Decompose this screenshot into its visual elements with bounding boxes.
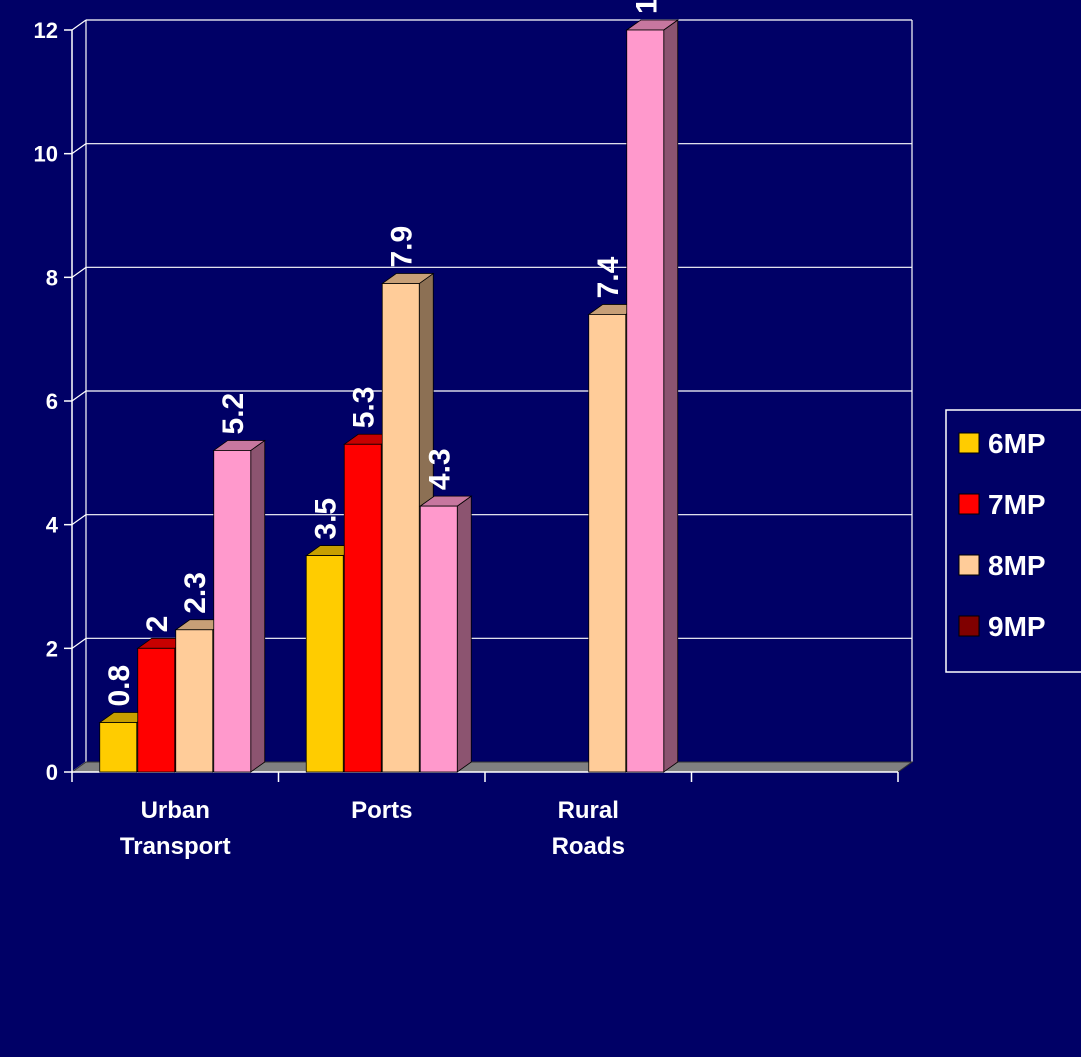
bar bbox=[99, 722, 138, 773]
bar-value-label: 7.4 bbox=[592, 256, 625, 298]
legend: 6MP 7MP 8MP 9MP bbox=[945, 409, 1081, 673]
bar-side bbox=[456, 495, 472, 773]
bar bbox=[343, 443, 382, 773]
value-labels: 0.8 2 2.3 5.2 3.5 5.3 7.9 4.3 7.4 12 bbox=[103, 0, 663, 707]
bar-value-label: 2 bbox=[141, 616, 174, 633]
bar-value-label: 5.2 bbox=[217, 393, 250, 435]
x-category-label: Rural bbox=[558, 797, 619, 824]
bar-value-label: 5.3 bbox=[348, 387, 381, 429]
bar bbox=[626, 29, 665, 773]
y-tick-labels: 0 2 4 6 8 10 12 bbox=[34, 18, 59, 785]
legend-label: 8MP bbox=[988, 550, 1046, 581]
gridline-side bbox=[71, 390, 87, 402]
gridline-side bbox=[71, 266, 87, 278]
bar bbox=[588, 314, 627, 773]
x-category-label: Urban bbox=[141, 797, 210, 824]
bar bbox=[137, 647, 176, 773]
gridline-side bbox=[71, 19, 87, 31]
y-tick-label: 8 bbox=[46, 265, 58, 290]
bar bbox=[305, 555, 344, 773]
bars bbox=[98, 19, 679, 773]
y-tick-label: 0 bbox=[46, 760, 58, 785]
y-tick-label: 2 bbox=[46, 636, 58, 661]
x-category-label: Ports bbox=[351, 797, 412, 824]
legend-label: 9MP bbox=[988, 611, 1046, 642]
x-category-labels: Urban Transport Ports Rural Roads bbox=[120, 797, 625, 860]
gridline-side bbox=[71, 143, 87, 155]
y-tick-label: 4 bbox=[46, 513, 59, 538]
bar-side bbox=[663, 19, 679, 773]
bar bbox=[381, 283, 420, 773]
gridline-side bbox=[71, 514, 87, 526]
bar-value-label: 12 bbox=[630, 0, 663, 14]
bar-value-label: 7.9 bbox=[386, 226, 419, 268]
bar-value-label: 2.3 bbox=[179, 572, 212, 614]
x-category-label: Transport bbox=[120, 833, 231, 860]
bar bbox=[175, 629, 214, 773]
bar-value-label: 0.8 bbox=[103, 665, 136, 707]
legend-swatch bbox=[958, 493, 980, 515]
x-category-label: Roads bbox=[552, 833, 625, 860]
bar-value-label: 4.3 bbox=[424, 448, 457, 490]
bar-side bbox=[250, 439, 266, 773]
y-tick-label: 12 bbox=[34, 18, 58, 43]
legend-swatch bbox=[958, 432, 980, 454]
legend-label: 6MP bbox=[988, 428, 1046, 459]
bar bbox=[419, 505, 458, 773]
bar-value-label: 3.5 bbox=[310, 498, 343, 540]
y-tick-label: 6 bbox=[46, 389, 58, 414]
legend-label: 7MP bbox=[988, 489, 1046, 520]
legend-swatch bbox=[958, 615, 980, 637]
gridline-side bbox=[71, 637, 87, 649]
y-tick-label: 10 bbox=[34, 142, 58, 167]
legend-swatch bbox=[958, 554, 980, 576]
bar bbox=[213, 450, 252, 773]
